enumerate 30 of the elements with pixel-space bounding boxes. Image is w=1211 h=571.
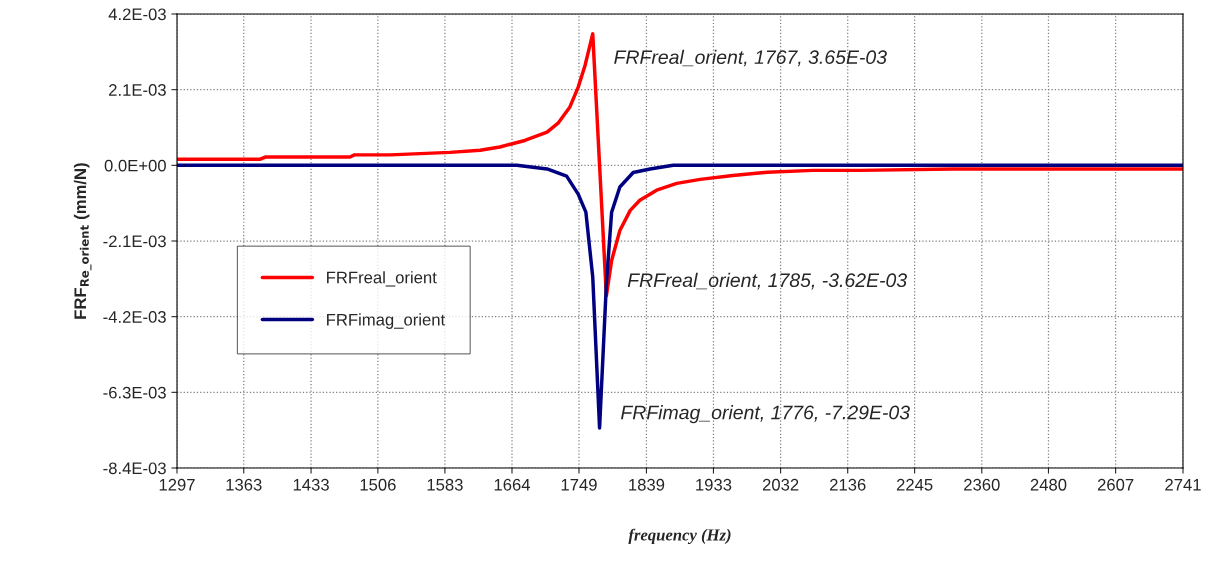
x-tick-label: 2032: [762, 478, 799, 491]
y-axis-title: FRF$_{Re_orient}$ (mm/N): [73, 163, 92, 319]
x-axis-title: frequency (Hz): [628, 528, 731, 545]
y-tick-label: 0.0E+00: [104, 159, 166, 172]
y-tick-label: 4.2E-03: [108, 8, 166, 21]
x-tick-label: 1749: [561, 478, 597, 491]
y-tick-label: -6.3E-03: [103, 386, 166, 399]
x-tick-label: 2741: [1165, 478, 1201, 491]
x-tick-label: 1664: [494, 478, 531, 491]
annotation: FRFreal_orient, 1785, -3.62E-03: [627, 272, 907, 290]
x-tick-label: 1839: [629, 478, 665, 491]
y-tick-label: -4.2E-03: [103, 311, 166, 323]
x-tick-label: 1297: [159, 478, 195, 491]
y-tick-label: 2.1E-03: [109, 84, 166, 96]
legend-label: FRFimag_orient: [327, 313, 446, 329]
annotation: FRFreal_orient, 1767, 3.65E-03: [614, 49, 887, 67]
x-tick-label: 2607: [1097, 478, 1134, 491]
annotation: FRFimag_orient, 1776, -7.29E-03: [621, 405, 910, 424]
x-tick-label: 1506: [360, 478, 396, 491]
legend-label: FRFreal_orient: [327, 271, 437, 287]
x-tick-label: 2136: [830, 478, 866, 491]
x-tick-label: 1363: [226, 478, 262, 491]
x-tick-label: 2360: [964, 478, 1000, 491]
x-tick-label: 2480: [1030, 478, 1067, 491]
x-tick-label: 1933: [696, 478, 732, 491]
y-tick-label: -8.4E-03: [103, 462, 166, 475]
x-tick-label: 1583: [427, 478, 463, 491]
x-tick-label: 2245: [896, 478, 933, 491]
y-tick-label: -2.1E-03: [103, 235, 166, 248]
x-tick-label: 1433: [293, 478, 329, 491]
